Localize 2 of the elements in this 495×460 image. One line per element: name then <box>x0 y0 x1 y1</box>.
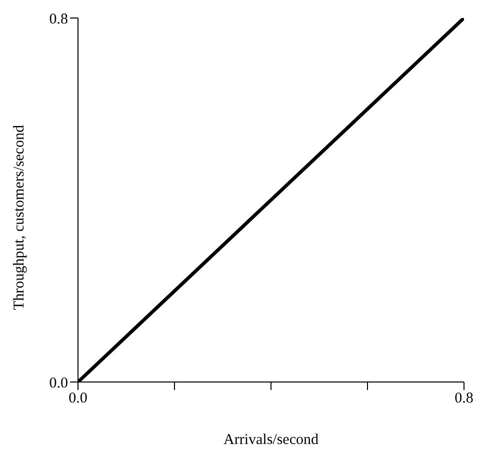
x-axis-title: Arrivals/second <box>224 432 319 448</box>
y-axis-title: Throughput, customers/second <box>11 124 28 310</box>
